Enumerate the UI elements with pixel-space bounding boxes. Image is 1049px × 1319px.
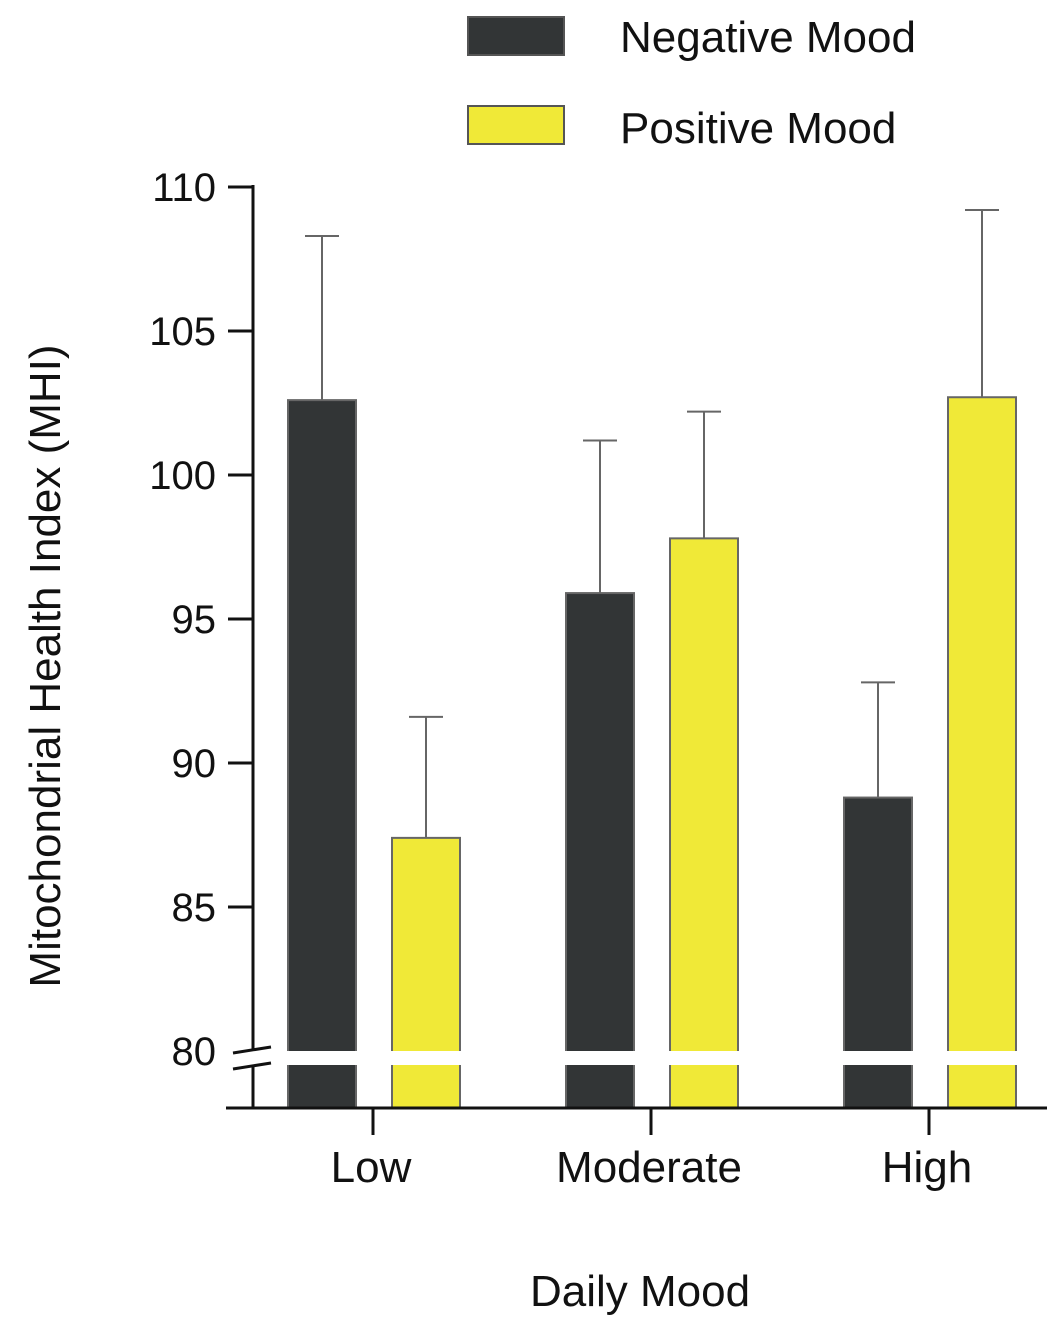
bars (0, 396, 1049, 1109)
legend-swatch-negative-mood (467, 16, 565, 56)
y-tick-label-110: 110 (152, 166, 216, 210)
y-tick-label-100: 100 (149, 454, 216, 498)
y-axis: 80 85 90 95 100 105 110 (149, 166, 272, 1108)
legend-label-positive-mood: Positive Mood (620, 104, 896, 153)
x-axis: Low Moderate High (226, 1106, 1047, 1192)
x-tick-label-high: High (882, 1143, 973, 1192)
axis-break-mark-lower (232, 1061, 272, 1071)
y-tick-label-95: 95 (172, 598, 217, 642)
bar-negative-mood-moderate (565, 592, 635, 1109)
bar-positive-mood-high (947, 396, 1017, 1109)
x-tick-label-moderate: Moderate (556, 1143, 742, 1192)
y-axis-title: Mitochondrial Health Index (MHI) (21, 344, 70, 987)
axis-break-band (0, 1051, 1049, 1065)
y-tick-label-80: 80 (172, 1030, 217, 1074)
bar-positive-mood-moderate (669, 537, 739, 1109)
legend-label-negative-mood: Negative Mood (620, 13, 916, 62)
axis-break-mark-upper (232, 1045, 272, 1055)
legend-swatch-positive-mood (467, 105, 565, 145)
y-tick-label-85: 85 (172, 886, 217, 930)
x-axis-title: Daily Mood (530, 1267, 750, 1316)
error-bars (305, 209, 999, 838)
bar-negative-mood-low (287, 399, 357, 1109)
y-tick-label-105: 105 (149, 310, 216, 354)
y-tick-label-90: 90 (172, 742, 217, 786)
bar-positive-mood-low (391, 836, 461, 1109)
x-tick-label-low: Low (331, 1143, 412, 1192)
legend: Negative Mood Positive Mood (467, 13, 916, 153)
